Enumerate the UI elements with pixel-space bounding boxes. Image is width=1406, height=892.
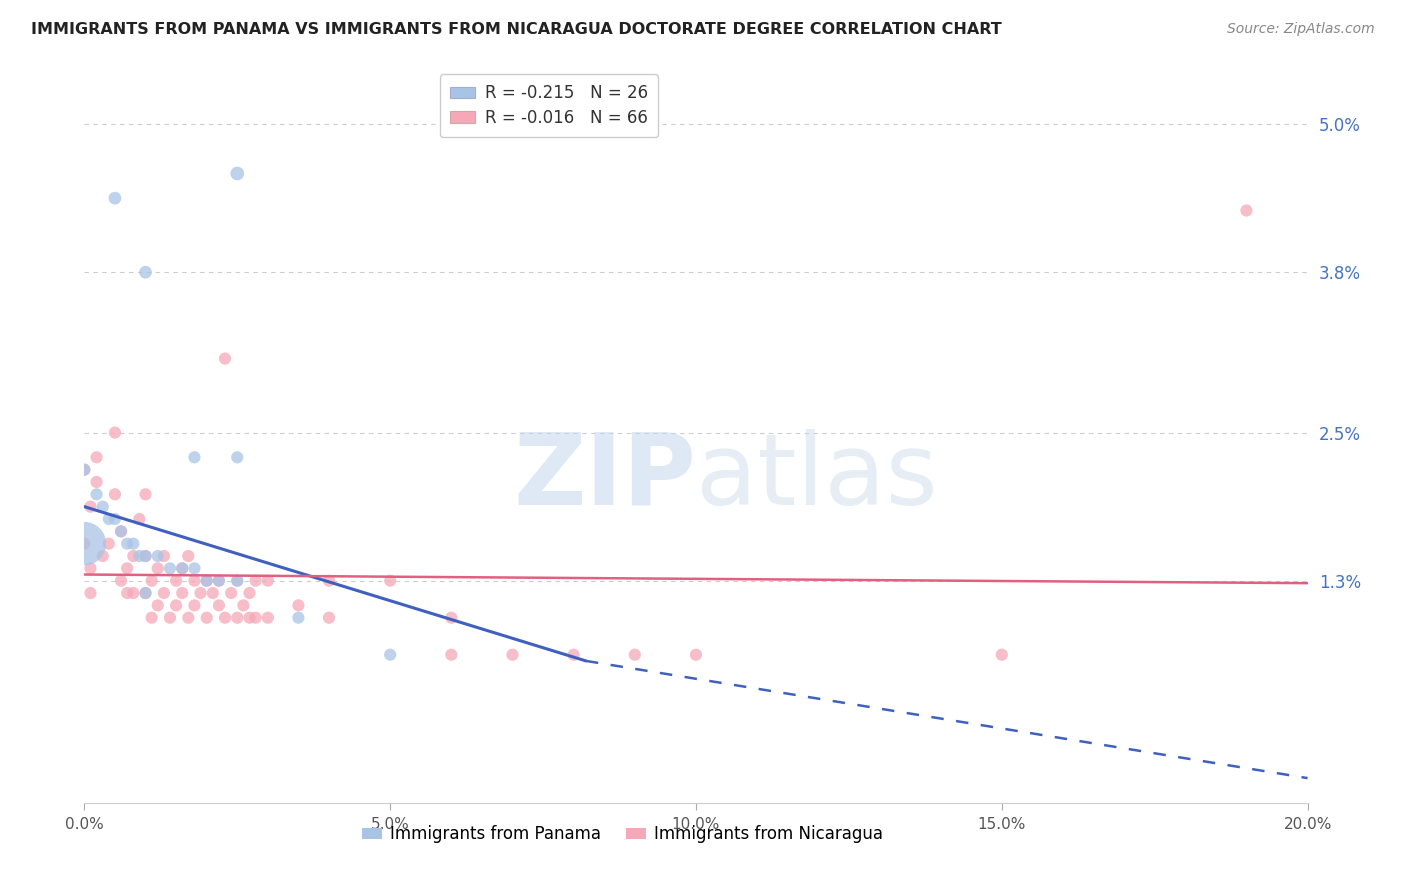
Point [110,574,132,588]
Point [110,524,132,539]
Point [86,475,108,489]
Point [214,610,236,624]
Point [79,586,101,600]
Point [208,574,231,588]
Point [440,610,463,624]
Point [991,648,1014,662]
Point [141,574,163,588]
Point [104,487,127,501]
Point [146,549,169,563]
Point [135,586,157,600]
Point [104,191,127,205]
Point [318,610,340,624]
Point [177,549,200,563]
Point [79,561,101,575]
Y-axis label: Doctorate Degree: Doctorate Degree [0,359,8,507]
Point [318,574,340,588]
Point [245,574,267,588]
Point [159,610,181,624]
Point [73,462,96,476]
Point [73,536,96,550]
Point [159,561,181,575]
Point [172,561,194,575]
Legend: Immigrants from Panama, Immigrants from Nicaragua: Immigrants from Panama, Immigrants from … [356,819,890,850]
Point [91,500,114,514]
Point [208,574,231,588]
Point [172,561,194,575]
Point [79,500,101,514]
Point [226,450,249,465]
Point [257,610,280,624]
Point [73,536,96,550]
Point [502,648,524,662]
Point [257,574,280,588]
Point [115,586,138,600]
Point [104,425,127,440]
Point [201,586,224,600]
Point [380,574,402,588]
Point [135,586,157,600]
Point [172,586,194,600]
Point [226,610,249,624]
Point [128,549,150,563]
Point [135,265,157,279]
Point [146,599,169,613]
Point [115,561,138,575]
Point [153,586,176,600]
Point [562,648,585,662]
Point [122,536,145,550]
Point [165,574,187,588]
Point [122,586,145,600]
Point [104,512,127,526]
Point [97,512,120,526]
Point [73,462,96,476]
Point [238,610,260,624]
Point [287,599,309,613]
Point [146,561,169,575]
Point [287,610,309,624]
Point [208,599,231,613]
Point [195,574,218,588]
Point [685,648,707,662]
Point [214,351,236,366]
Point [245,610,267,624]
Point [110,524,132,539]
Point [183,599,205,613]
Point [135,549,157,563]
Point [122,549,145,563]
Point [165,599,187,613]
Point [238,586,260,600]
Point [195,610,218,624]
Text: IMMIGRANTS FROM PANAMA VS IMMIGRANTS FROM NICARAGUA DOCTORATE DEGREE CORRELATION: IMMIGRANTS FROM PANAMA VS IMMIGRANTS FRO… [31,22,1001,37]
Point [97,536,120,550]
Point [86,487,108,501]
Point [177,610,200,624]
Point [183,450,205,465]
Point [226,574,249,588]
Point [153,549,176,563]
Point [141,610,163,624]
Point [226,574,249,588]
Point [183,574,205,588]
Point [1236,203,1258,218]
Point [190,586,212,600]
Point [440,648,463,662]
Point [135,487,157,501]
Point [226,166,249,180]
Point [183,561,205,575]
Point [195,574,218,588]
Text: atlas: atlas [696,428,938,525]
Point [380,648,402,662]
Point [86,450,108,465]
Point [624,648,647,662]
Point [232,599,254,613]
Point [91,549,114,563]
Point [128,512,150,526]
Text: Source: ZipAtlas.com: Source: ZipAtlas.com [1227,22,1375,37]
Point [115,536,138,550]
Point [219,586,242,600]
Point [135,549,157,563]
Text: ZIP: ZIP [513,428,696,525]
